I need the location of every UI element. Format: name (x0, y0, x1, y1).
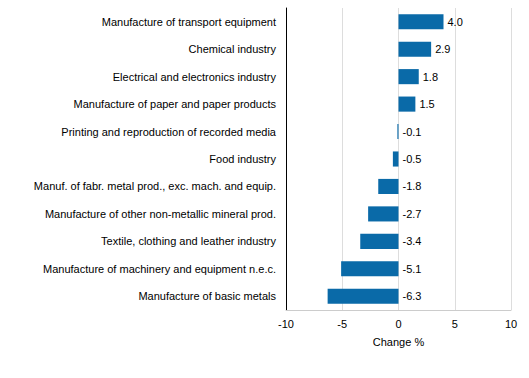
svg-text:Electrical and electronics ind: Electrical and electronics industry (113, 71, 277, 83)
svg-text:-0.5: -0.5 (403, 153, 422, 165)
svg-text:-1.8: -1.8 (403, 180, 422, 192)
svg-text:Manufacture of machinery and e: Manufacture of machinery and equipment n… (43, 263, 276, 275)
svg-text:-5.1: -5.1 (403, 263, 422, 275)
svg-text:1.8: 1.8 (423, 71, 438, 83)
svg-text:-5: -5 (337, 318, 347, 330)
svg-text:Manufacture of paper and paper: Manufacture of paper and paper products (74, 98, 277, 110)
svg-text:0: 0 (395, 318, 401, 330)
svg-text:Textile, clothing and leather: Textile, clothing and leather industry (101, 235, 276, 247)
svg-text:4.0: 4.0 (448, 16, 463, 28)
svg-text:Change %: Change % (373, 336, 425, 348)
svg-text:5: 5 (452, 318, 458, 330)
svg-text:-3.4: -3.4 (403, 235, 422, 247)
svg-text:Manufacture of transport equip: Manufacture of transport equipment (102, 16, 276, 28)
svg-text:Manufacture of basic metals: Manufacture of basic metals (138, 290, 276, 302)
svg-text:Printing and reproduction of r: Printing and reproduction of recorded me… (61, 126, 277, 138)
svg-text:1.5: 1.5 (419, 98, 434, 110)
svg-text:Chemical industry: Chemical industry (189, 43, 277, 55)
svg-text:-2.7: -2.7 (403, 208, 422, 220)
svg-text:Manufacture of other non-metal: Manufacture of other non-metallic minera… (45, 208, 276, 220)
svg-text:-6.3: -6.3 (403, 290, 422, 302)
svg-text:10: 10 (505, 318, 517, 330)
svg-text:-10: -10 (278, 318, 294, 330)
svg-text:Food industry: Food industry (209, 153, 276, 165)
svg-text:-0.1: -0.1 (403, 126, 422, 138)
svg-text:Manuf. of fabr. metal prod., e: Manuf. of fabr. metal prod., exc. mach. … (34, 180, 276, 192)
svg-text:2.9: 2.9 (435, 43, 450, 55)
